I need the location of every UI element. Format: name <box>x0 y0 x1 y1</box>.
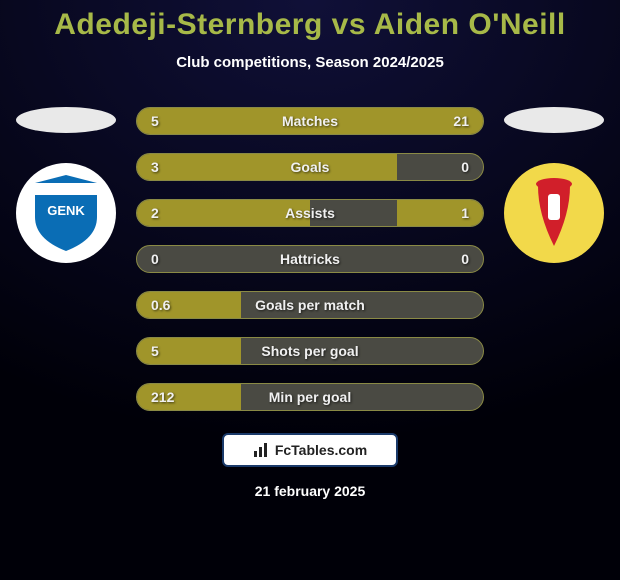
stat-value-left: 5 <box>137 113 197 129</box>
stat-row: 3Goals0 <box>136 153 484 181</box>
left-team-badge: GENK <box>16 163 116 263</box>
footer-label: FcTables.com <box>275 442 367 458</box>
stat-label: Matches <box>197 113 423 129</box>
stat-label: Goals <box>197 159 423 175</box>
right-team-badge <box>504 163 604 263</box>
footer-badge[interactable]: FcTables.com <box>222 433 398 467</box>
stat-value-right: 21 <box>423 113 483 129</box>
stats-container: 5Matches213Goals02Assists10Hattricks00.6… <box>126 107 494 411</box>
left-badge-column: GENK <box>6 107 126 263</box>
stat-row: 0Hattricks0 <box>136 245 484 273</box>
stat-row: 5Matches21 <box>136 107 484 135</box>
stat-label: Min per goal <box>197 389 423 405</box>
genk-shield-icon: GENK <box>31 173 101 253</box>
svg-text:GENK: GENK <box>47 203 85 218</box>
right-badge-column <box>494 107 614 263</box>
stat-label: Hattricks <box>197 251 423 267</box>
stat-row: 5Shots per goal <box>136 337 484 365</box>
stat-row: 0.6Goals per match <box>136 291 484 319</box>
date-label: 21 february 2025 <box>0 483 620 499</box>
stat-value-left: 0 <box>137 251 197 267</box>
stat-value-left: 2 <box>137 205 197 221</box>
right-ellipse <box>504 107 604 133</box>
stat-value-right: 1 <box>423 205 483 221</box>
standard-crest-icon <box>524 174 584 252</box>
stat-label: Shots per goal <box>197 343 423 359</box>
stat-value-left: 5 <box>137 343 197 359</box>
stat-value-right: 0 <box>423 159 483 175</box>
comparison-card: Adedeji-Sternberg vs Aiden O'Neill Club … <box>0 0 620 580</box>
stat-value-left: 0.6 <box>137 297 197 313</box>
stat-row: 2Assists1 <box>136 199 484 227</box>
stat-value-left: 3 <box>137 159 197 175</box>
stat-label: Goals per match <box>197 297 423 313</box>
stat-row: 212Min per goal <box>136 383 484 411</box>
chart-icon <box>253 442 269 458</box>
left-ellipse <box>16 107 116 133</box>
stat-value-left: 212 <box>137 389 197 405</box>
stat-value-right: 0 <box>423 251 483 267</box>
content-row: GENK 5Matches213Goals02Assists10Hattrick… <box>0 107 620 411</box>
subtitle: Club competitions, Season 2024/2025 <box>0 54 620 71</box>
stat-label: Assists <box>197 205 423 221</box>
page-title: Adedeji-Sternberg vs Aiden O'Neill <box>0 0 620 42</box>
